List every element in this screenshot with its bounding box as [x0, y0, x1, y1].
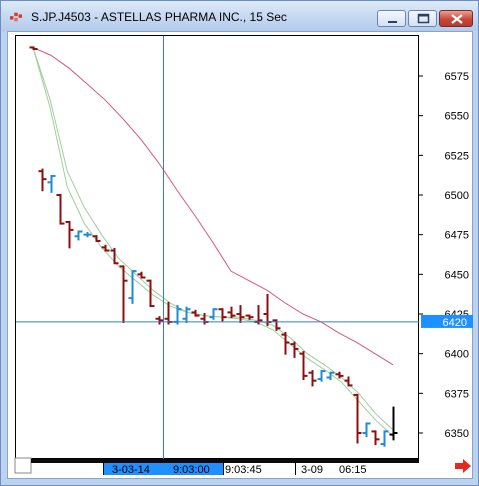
- ohlc-bar: [281, 332, 290, 355]
- price-tick-label: 6575: [445, 71, 469, 83]
- time-label-date-start: 3-03-14: [112, 464, 150, 476]
- title-bar[interactable]: S.JP.J4503 - ASTELLAS PHARMA INC., 15 Se…: [1, 1, 478, 31]
- price-tick-label: 6350: [445, 428, 469, 440]
- ohlc-bar: [353, 393, 362, 444]
- ohlc-bar: [137, 271, 146, 279]
- price-tick-label: 6550: [445, 111, 469, 123]
- plot-frame: [15, 35, 419, 459]
- ohlc-bar: [272, 319, 281, 331]
- ohlc-bar: [236, 305, 245, 323]
- close-icon: [451, 14, 463, 24]
- price-axis: 6575655065256500647564506425640063756350: [419, 71, 469, 440]
- ohlc-bar: [362, 422, 371, 438]
- ohlc-bar: [209, 308, 218, 320]
- time-label-date-end: 3-09: [301, 464, 323, 476]
- ohlc-bar: [326, 371, 335, 381]
- time-label-end: 06:15: [339, 464, 367, 476]
- time-scroll-track[interactable]: [31, 459, 419, 463]
- price-tick-label: 6450: [445, 269, 469, 281]
- close-button[interactable]: [439, 10, 473, 27]
- price-tick-label: 6525: [445, 150, 469, 162]
- price-tick-label: 6375: [445, 388, 469, 400]
- chart-app-icon: [10, 12, 22, 22]
- ohlc-bar: [371, 430, 380, 446]
- price-tick-label: 6400: [445, 349, 469, 361]
- ohlc-bar: [110, 247, 119, 265]
- ohlc-bar: [299, 351, 308, 381]
- ohlc-bar: [101, 244, 110, 252]
- minimize-icon: [388, 21, 397, 23]
- time-selection-highlight[interactable]: [103, 463, 223, 475]
- window-title: S.JP.J4503 - ASTELLAS PHARMA INC., 15 Se…: [31, 10, 287, 24]
- minimize-button[interactable]: [377, 10, 406, 27]
- ohlc-bar: [74, 230, 83, 241]
- price-tick-label: 6475: [445, 230, 469, 242]
- ohlc-bar: [380, 430, 389, 447]
- ohlc-bar: [335, 371, 344, 379]
- ohlc-bar: [344, 376, 353, 387]
- ma-slow-line: [32, 46, 394, 366]
- ohlc-bar: [92, 235, 101, 243]
- ohlc-bar: [245, 314, 254, 320]
- ohlc-bar: [29, 46, 38, 51]
- ohlc-bar: [146, 279, 155, 308]
- ohlc-bar: [218, 308, 227, 322]
- ohlc-bar: [155, 316, 164, 325]
- ohlc-bar: [83, 232, 92, 238]
- ohlc-bar: [290, 341, 299, 358]
- maximize-icon: [417, 13, 430, 24]
- ohlc-bar: [317, 370, 326, 382]
- ohlc-bar: [182, 306, 191, 323]
- ohlc-bar: [47, 174, 56, 193]
- ohlc-bar: [38, 168, 47, 192]
- ohlc-bar: [389, 406, 398, 441]
- ohlc-bar: [128, 270, 137, 304]
- crosshair-price-label: 6420: [443, 317, 467, 329]
- price-tick-label: 6500: [445, 190, 469, 202]
- ohlc-bar: [191, 309, 200, 317]
- ohlc-bars: [29, 46, 398, 447]
- ohlc-bar: [65, 220, 74, 249]
- ohlc-bar: [227, 306, 236, 319]
- maximize-button[interactable]: [408, 10, 437, 27]
- time-label-mid: 9:03:45: [225, 464, 262, 476]
- ohlc-bar: [119, 265, 128, 323]
- scroll-thumb-left[interactable]: [14, 457, 32, 474]
- scroll-right-arrow-icon[interactable]: [454, 459, 472, 473]
- ohlc-bar: [308, 370, 317, 387]
- ohlc-bar: [56, 194, 65, 225]
- crosshair-price-badge: [421, 314, 473, 328]
- time-label-start: 9:03:00: [173, 464, 210, 476]
